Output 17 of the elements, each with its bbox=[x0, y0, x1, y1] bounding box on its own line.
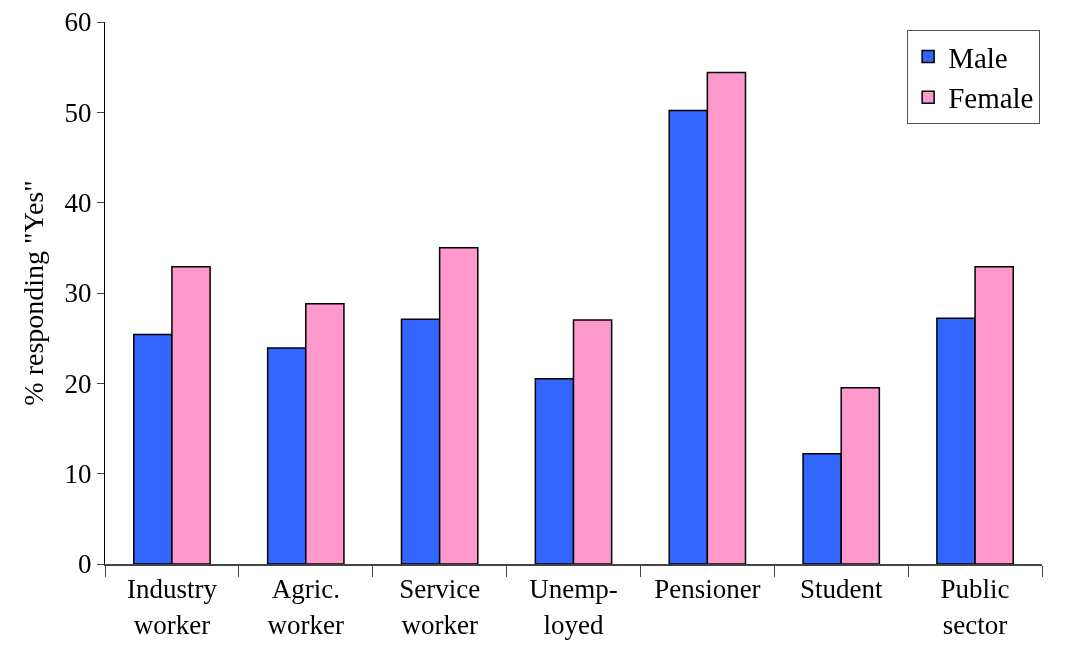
y-tick-label: 0 bbox=[78, 549, 92, 580]
x-tick-label: Pensioner bbox=[654, 574, 761, 605]
legend-label: Female bbox=[948, 82, 1034, 115]
x-tick-label: Unemp- loyed bbox=[529, 574, 618, 640]
x-tick-label: Public sector bbox=[940, 574, 1010, 640]
y-tick-label: 20 bbox=[64, 368, 92, 399]
y-tick-label: 50 bbox=[64, 97, 92, 128]
y-tick-label: 40 bbox=[64, 188, 92, 219]
x-tick-label: Agric. worker bbox=[267, 574, 345, 640]
y-tick-label: 30 bbox=[64, 278, 92, 309]
x-tick-label: Service worker bbox=[399, 574, 481, 640]
legend-label: Male bbox=[948, 41, 1008, 74]
x-tick-label: Student bbox=[799, 574, 883, 605]
y-axis-title: % responding "Yes" bbox=[18, 180, 50, 406]
y-tick-label: 60 bbox=[64, 7, 92, 38]
x-tick-label: Industry worker bbox=[126, 574, 218, 640]
y-tick-label: 10 bbox=[64, 459, 92, 490]
